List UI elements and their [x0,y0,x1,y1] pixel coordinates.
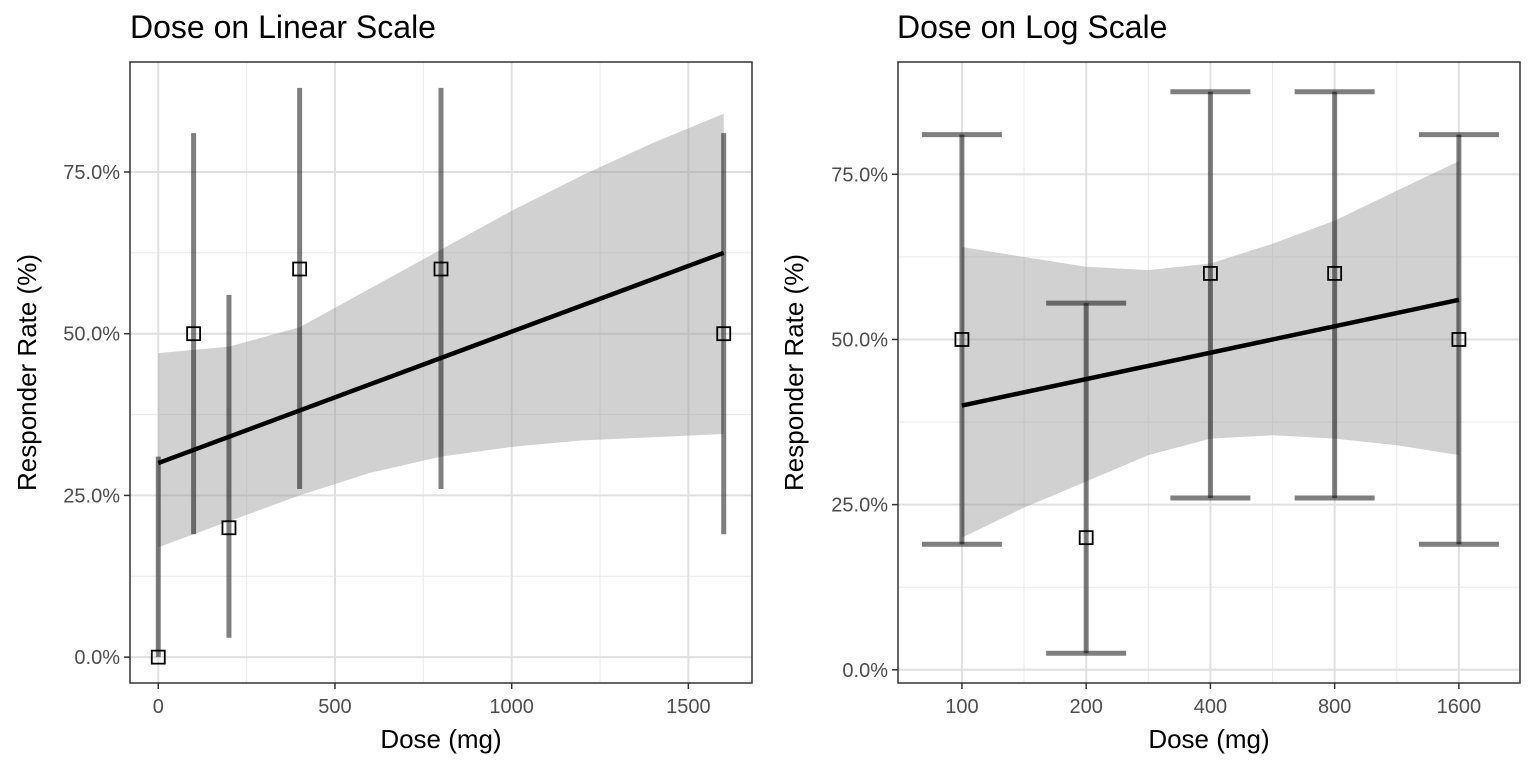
fit-line [961,297,1460,408]
y-tick-label: 25.0% [63,485,120,507]
error-bar [1294,89,1375,501]
y-tick-label: 0.0% [842,660,888,682]
fit-line [157,250,725,466]
y-tick-label: 75.0% [63,162,120,184]
error-bar [921,132,1002,547]
y-tick-label: 50.0% [63,324,120,346]
error-bar [1418,132,1499,547]
panel-border [897,61,1521,684]
y-tick-label: 25.0% [831,495,888,517]
panel-title: Dose on Log Scale [897,9,1167,45]
x-tick-label: 1600 [1437,696,1482,718]
data-point [433,261,449,277]
data-point [292,261,308,277]
data-point [1203,266,1218,281]
data-point [1451,332,1467,347]
panel-2: 0.0% 25.0% 50.0% 75.0% 100 200 400 800 1600 Dose … [779,9,1521,754]
x-tick-label: 1500 [666,696,711,718]
panel-border [129,61,753,684]
y-tick-label: 75.0% [831,164,888,186]
data-point [1327,266,1343,281]
data-point [716,326,732,342]
x-tick-label: 0 [153,696,164,718]
data-point [221,520,237,536]
data-point [954,332,970,347]
y-tick-label: 50.0% [831,329,888,351]
y-axis-title: Responder Rate (%) [12,254,42,491]
x-tick-label: 100 [945,696,978,718]
x-tick-label: 200 [1069,696,1102,718]
y-tick-label: 0.0% [74,647,120,669]
x-tick-label: 800 [1318,696,1351,718]
x-axis-title: Dose (mg) [1148,724,1269,754]
error-bar [1170,89,1251,501]
panel-1: 0.0% 25.0% 50.0% 75.0% 0 500 1000 1500 Dose on L… [12,9,753,754]
data-point [186,326,202,342]
data-point [1078,530,1094,546]
panel-title: Dose on Linear Scale [130,9,436,45]
x-tick-label: 500 [318,696,351,718]
y-axis-title: Responder Rate (%) [779,254,809,491]
x-axis-title: Dose (mg) [380,724,501,754]
error-bar [1046,300,1127,656]
x-tick-label: 1000 [489,696,534,718]
x-tick-label: 400 [1194,696,1227,718]
data-point [150,649,166,665]
